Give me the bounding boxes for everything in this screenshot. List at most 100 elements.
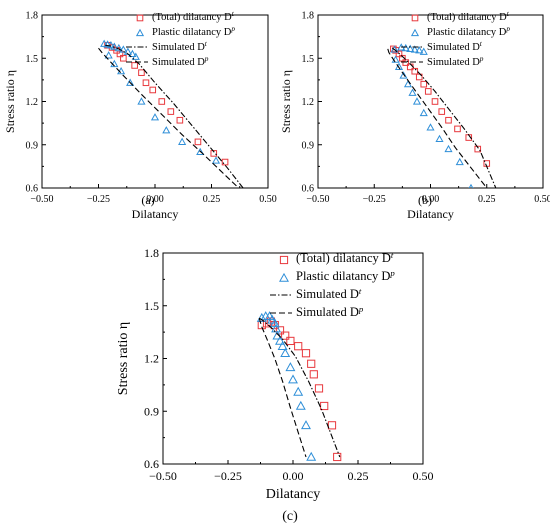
y-tick-label: 1.5 (144, 299, 159, 313)
data-point-total (445, 116, 452, 124)
plot-area (256, 311, 342, 462)
data-point-plastic (150, 113, 160, 121)
data-point-plastic (306, 451, 317, 461)
legend-text-sup: t (205, 39, 208, 48)
legend-marker-plastic (135, 28, 145, 37)
data-point-plastic (295, 400, 306, 410)
data-point-plastic (162, 126, 171, 134)
data-point-total (395, 50, 403, 58)
data-point-total (314, 384, 324, 393)
x-tick-label: −0.50 (30, 194, 53, 205)
data-point-total (309, 370, 318, 379)
data-point-plastic (104, 51, 113, 59)
legend-label-sim_plastic: Simulated Dp (296, 304, 364, 319)
legend-label-plastic: Plastic dilatancy Dp (296, 268, 395, 283)
y-tick-label: 1.2 (302, 97, 315, 108)
data-point-plastic (444, 144, 453, 153)
data-point-total (149, 86, 157, 94)
legend-label-sim_total: Simulated Dt (152, 39, 208, 53)
panel-label: (b) (418, 193, 432, 207)
data-point-total (320, 401, 329, 411)
x-tick-label: −0.25 (214, 469, 242, 483)
chart-panel-2: −0.50 −0.25 0.00 0.25 0.50 0.6 0.9 1.2 1.5 1.8 Dil… (279, 9, 550, 221)
data-point-plastic (285, 362, 296, 372)
legend-text-sup: t (507, 9, 510, 18)
data-point-plastic (178, 137, 187, 145)
legend-label-sim_plastic: Simulated Dp (427, 54, 484, 68)
data-point-total (210, 150, 218, 157)
x-tick-label: 0.00 (146, 194, 164, 205)
legend-text-sup: t (391, 250, 394, 260)
data-point-total (120, 54, 127, 62)
data-point-plastic (435, 134, 444, 143)
plot-area (98, 39, 244, 188)
y-tick-label: 0.6 (26, 184, 39, 195)
data-point-plastic (406, 44, 415, 52)
data-point-plastic (119, 45, 128, 53)
legend-text-sup: p (505, 24, 510, 33)
legend-marker-plastic (410, 28, 420, 37)
legend-text-main: Plastic dilatancy D (152, 27, 232, 38)
data-point-total (138, 69, 145, 76)
x-tick-label: 0.25 (348, 469, 369, 483)
legend-label-total: (Total) dilatancy Dt (427, 9, 510, 23)
x-tick-label: 0.25 (478, 194, 496, 205)
series-line-sim_plastic (98, 47, 239, 188)
y-tick-label: 1.2 (144, 352, 159, 366)
data-point-plastic (256, 312, 267, 322)
legend-label-plastic: Plastic dilatancy Dp (427, 24, 510, 38)
data-point-plastic (394, 62, 404, 70)
data-point-total (420, 80, 428, 88)
data-point-plastic (196, 147, 205, 156)
data-point-plastic (426, 123, 435, 131)
plot-area (387, 43, 497, 188)
data-point-total (158, 98, 166, 105)
legend-text-main: Simulated D (296, 287, 359, 301)
data-point-total (194, 138, 202, 146)
legend-text-sup: p (230, 24, 235, 33)
data-point-total (294, 342, 303, 351)
legend-marker-total (279, 255, 289, 265)
plot-frame (162, 252, 424, 465)
data-point-plastic (301, 420, 311, 430)
x-axis-label: Dilatancy (132, 207, 179, 221)
data-point-plastic (412, 97, 422, 105)
x-tick-label: 0.50 (259, 194, 277, 205)
x-tick-label: −0.25 (87, 194, 110, 205)
data-point-plastic (275, 335, 285, 345)
y-axis-label: Stress ratio η (3, 70, 17, 133)
legend-text-sup: t (359, 286, 362, 296)
plot-frame (41, 14, 269, 189)
x-tick-label: 0.50 (534, 194, 550, 205)
data-point-plastic (271, 323, 282, 333)
data-point-total (286, 336, 295, 346)
legend-text-main: Simulated D (152, 57, 205, 68)
x-tick-label: 0.00 (283, 469, 304, 483)
legend-text-sup: p (358, 304, 364, 314)
data-point-total (176, 116, 184, 124)
data-point-total (333, 452, 342, 462)
data-point-plastic (128, 49, 137, 58)
chart-panel-1: −0.50 −0.25 0.00 0.25 0.50 0.6 0.9 1.2 1.5 1.8 Dil… (3, 9, 277, 221)
legend-text-main: (Total) dilatancy D (427, 12, 507, 23)
data-point-total (275, 326, 285, 335)
x-axis-label: Dilatancy (266, 487, 320, 502)
legend-text-main: Simulated D (427, 57, 480, 68)
series-line-sim_total (392, 47, 497, 188)
chart-panel-3: −0.50 −0.25 0.00 0.25 0.50 0.6 0.9 1.2 1.5 1.8 Dil… (116, 246, 434, 524)
legend-text-main: Simulated D (296, 305, 359, 319)
legend-marker-total (136, 14, 144, 22)
y-tick-label: 1.8 (26, 11, 39, 22)
y-tick-label: 1.8 (302, 11, 315, 22)
x-tick-label: 0.50 (413, 469, 434, 483)
data-point-plastic (288, 374, 298, 384)
legend-text-sup: t (232, 9, 235, 18)
data-point-total (424, 88, 432, 95)
data-point-plastic (415, 46, 424, 54)
y-tick-label: 0.9 (26, 140, 39, 151)
y-tick-label: 1.5 (302, 54, 315, 65)
data-point-plastic (401, 43, 410, 52)
y-tick-label: 0.6 (144, 457, 159, 471)
data-point-plastic (468, 183, 474, 188)
